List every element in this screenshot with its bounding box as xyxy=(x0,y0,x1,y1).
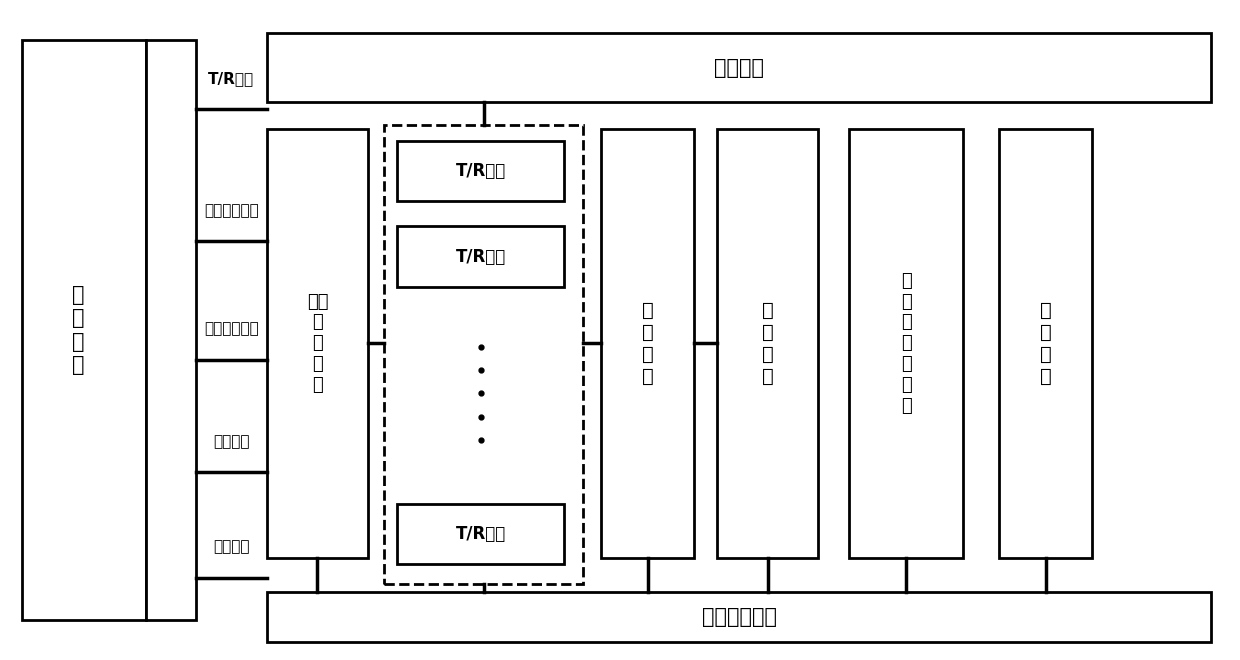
Bar xyxy=(267,33,1211,102)
Text: 终
端
显
控
计
算
机: 终 端 显 控 计 算 机 xyxy=(901,272,911,414)
Bar xyxy=(601,129,694,558)
Bar xyxy=(22,40,146,620)
Bar xyxy=(146,40,196,620)
Bar xyxy=(267,129,368,558)
Text: 天线阵列: 天线阵列 xyxy=(714,57,764,78)
Text: 伺
服
转
台: 伺 服 转 台 xyxy=(1040,301,1052,385)
Bar xyxy=(717,129,818,558)
Text: T/R组件: T/R组件 xyxy=(455,162,506,180)
Text: 信号处理模块: 信号处理模块 xyxy=(203,321,259,337)
Bar xyxy=(999,129,1092,558)
Text: 伺服转台: 伺服转台 xyxy=(213,539,249,554)
Text: T/R组件: T/R组件 xyxy=(455,525,506,543)
Text: 信号处理模块: 信号处理模块 xyxy=(702,607,776,627)
Text: 电
源
模
块: 电 源 模 块 xyxy=(72,285,84,375)
Bar xyxy=(267,592,1211,642)
Bar xyxy=(397,504,564,564)
Text: 和
差
网
络: 和 差 网 络 xyxy=(642,301,653,385)
Bar xyxy=(397,226,564,287)
Text: 波束
控
制
单
元: 波束 控 制 单 元 xyxy=(306,292,329,394)
Text: 接收模块: 接收模块 xyxy=(213,434,249,449)
Bar xyxy=(397,141,564,201)
Bar xyxy=(384,125,583,584)
Text: 接
收
模
块: 接 收 模 块 xyxy=(761,301,774,385)
Bar xyxy=(849,129,963,558)
Text: 波束控制单元: 波束控制单元 xyxy=(203,203,259,218)
Text: T/R组件: T/R组件 xyxy=(208,71,254,86)
Text: T/R组件: T/R组件 xyxy=(455,248,506,266)
